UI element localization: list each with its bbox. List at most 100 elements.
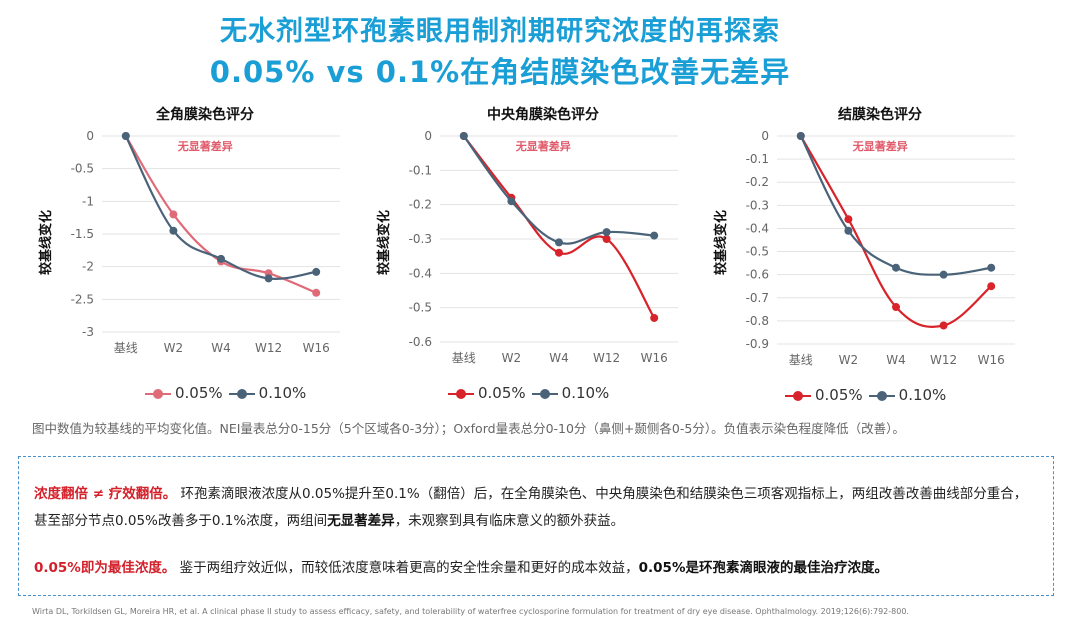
data-point-005 (650, 313, 659, 322)
conclusion-1-lead: 浓度翻倍 ≠ 疗效翻倍。 (34, 486, 177, 502)
data-point-010 (217, 254, 225, 263)
conclusion-1-text-a: 环孢素滴眼液浓度从0.05%提升至0.1%（翻倍）后，在全角膜染色、中央角膜染色… (34, 486, 1028, 529)
data-point-005 (939, 321, 948, 330)
y-tick-label: -0.3 (409, 232, 432, 246)
y-tick-label: -0.5 (71, 162, 94, 176)
y-tick-label: -0.1 (746, 152, 769, 166)
x-tick-label: W12 (593, 351, 620, 365)
y-tick-label: -0.5 (746, 245, 769, 259)
data-point-005 (987, 282, 996, 291)
chart-title: 结膜染色评分 (838, 107, 922, 123)
legend-swatch (145, 388, 171, 400)
legend-label: 0.05% (815, 386, 863, 404)
data-point-010 (264, 274, 273, 283)
data-point-005 (844, 215, 853, 224)
annotation-no-significant-difference: 无显著差异 (852, 139, 908, 153)
x-tick-label: W2 (839, 353, 859, 367)
series-line-005 (462, 135, 656, 319)
annotation-no-significant-difference: 无显著差异 (515, 139, 571, 153)
chart-legend: 0.05% 0.10% (145, 384, 312, 402)
y-tick-label: -0.6 (746, 268, 769, 282)
data-point-010 (796, 132, 805, 140)
page-title: 无水剂型环孢素眼用制剂期研究浓度的再探索 (220, 16, 780, 47)
annotation-no-significant-difference: 无显著差异 (177, 139, 233, 153)
conclusion-2-bold: 0.05%是环孢素滴眼液的最佳治疗浓度。 (638, 560, 888, 576)
y-tick-label: 0 (86, 129, 94, 143)
data-point-010 (121, 132, 130, 140)
legend-item: 0.10% (531, 384, 609, 402)
data-point-010 (844, 226, 853, 235)
legend-item: 0.05% (785, 386, 863, 404)
conclusion-paragraph-1: 浓度翻倍 ≠ 疗效翻倍。 环孢素滴眼液浓度从0.05%提升至0.1%（翻倍）后，… (34, 481, 1039, 535)
legend-swatch (228, 388, 255, 400)
y-tick-label: -0.8 (746, 314, 769, 328)
y-tick-label: -0.9 (746, 337, 769, 351)
x-tick-label: W16 (641, 351, 668, 365)
y-tick-label: -0.3 (746, 198, 769, 212)
conclusion-2-lead: 0.05%即为最佳浓度。 (34, 560, 176, 576)
conclusion-2-text-a: 鉴于两组疗效近似，而较低浓度意味着更高的安全性余量和更好的成本效益， (175, 560, 639, 576)
data-point-010 (555, 238, 563, 247)
x-tick-label: W16 (978, 353, 1005, 367)
legend-swatch (785, 390, 811, 402)
y-tick-label: -2.5 (71, 292, 94, 306)
chart-title: 全角膜染色评分 (156, 107, 254, 123)
footnote: 图中数值为较基线的平均变化值。NEI量表总分0-15分（5个区域各0-3分）；O… (32, 421, 905, 436)
y-tick-label: 0 (424, 129, 432, 143)
x-tick-label: W2 (164, 341, 184, 355)
conclusion-1-text-b: ，未观察到具有临床意义的额外获益。 (394, 513, 625, 529)
data-point-005 (602, 235, 611, 243)
y-tick-label: -0.7 (746, 291, 769, 305)
data-point-010 (939, 270, 948, 279)
legend-item: 0.05% (145, 384, 223, 402)
y-tick-label: -0.6 (409, 335, 432, 349)
y-tick-label: -0.2 (746, 175, 769, 189)
chart-legend: 0.05% 0.10% (448, 384, 615, 402)
data-point-010 (169, 226, 178, 235)
x-tick-label: W2 (502, 351, 522, 365)
x-tick-label: W4 (211, 341, 231, 355)
x-tick-label: W12 (930, 353, 957, 367)
legend-swatch (448, 388, 474, 400)
y-tick-label: -0.2 (409, 198, 432, 212)
chart-central-corneal-staining: 中央角膜染色评分 较基线变化 0 -0.1 -0.2 -0.3 -0.4 -0.5 -0.6… (377, 98, 708, 418)
y-tick-label: -2 (82, 260, 94, 274)
y-tick-label: -1 (82, 194, 94, 208)
y-tick-label: -0.4 (746, 221, 769, 235)
title-block: 无水剂型环孢素眼用制剂期研究浓度的再探索 0.05% vs 0.1%在角结膜染色… (0, 12, 1000, 92)
x-tick-label: 基线 (789, 353, 813, 367)
data-point-010 (602, 228, 611, 237)
data-point-005 (892, 303, 900, 312)
y-tick-label: -3 (82, 325, 94, 339)
legend-swatch (868, 390, 895, 402)
chart-legend: 0.05% 0.10% (785, 386, 952, 404)
legend-item: 0.10% (868, 386, 947, 404)
conclusion-paragraph-2: 0.05%即为最佳浓度。 鉴于两组疗效近似，而较低浓度意味着更高的安全性余量和更… (34, 555, 1039, 582)
x-tick-label: 基线 (114, 341, 138, 355)
y-tick-label: -1.5 (71, 227, 94, 241)
data-point-005 (555, 248, 563, 257)
chart-title: 中央角膜染色评分 (487, 107, 599, 123)
citation: Wirta DL, Torkildsen GL, Moreira HR, et … (32, 607, 909, 616)
x-tick-label: W4 (549, 351, 569, 365)
legend-label: 0.05% (175, 384, 223, 402)
y-tick-label: -0.1 (409, 163, 432, 177)
chart-total-corneal-staining: 全角膜染色评分 较基线变化 0 -0.5 -1 -1.5 -2 -2.5 -3 基线 W2 W4 W… (39, 98, 370, 418)
legend-label: 0.10% (898, 386, 947, 404)
legend-label: 0.05% (478, 384, 526, 402)
y-tick-label: -0.5 (409, 301, 432, 315)
data-point-010 (987, 263, 996, 272)
legend-item: 0.10% (228, 384, 306, 402)
page-subtitle: 0.05% vs 0.1%在角结膜染色改善无差异 (209, 55, 791, 89)
chart-plot: 0 -0.5 -1 -1.5 -2 -2.5 -3 基线 W2 W4 W12 W16 无显著差异 (71, 129, 340, 355)
data-point-005 (312, 288, 321, 297)
x-tick-label: W4 (886, 353, 906, 367)
x-tick-label: W12 (255, 341, 282, 355)
data-point-010 (650, 231, 659, 240)
data-point-010 (507, 197, 516, 206)
y-tick-label: -0.4 (409, 266, 432, 280)
conclusion-1-bold: 无显著差异 (327, 513, 395, 529)
series-line-005 (124, 135, 317, 294)
chart-plot: 0 -0.1 -0.2 -0.3 -0.4 -0.5 -0.6 基线 W2 W4 W12 W16 无显著… (409, 129, 678, 365)
data-point-010 (892, 263, 900, 272)
